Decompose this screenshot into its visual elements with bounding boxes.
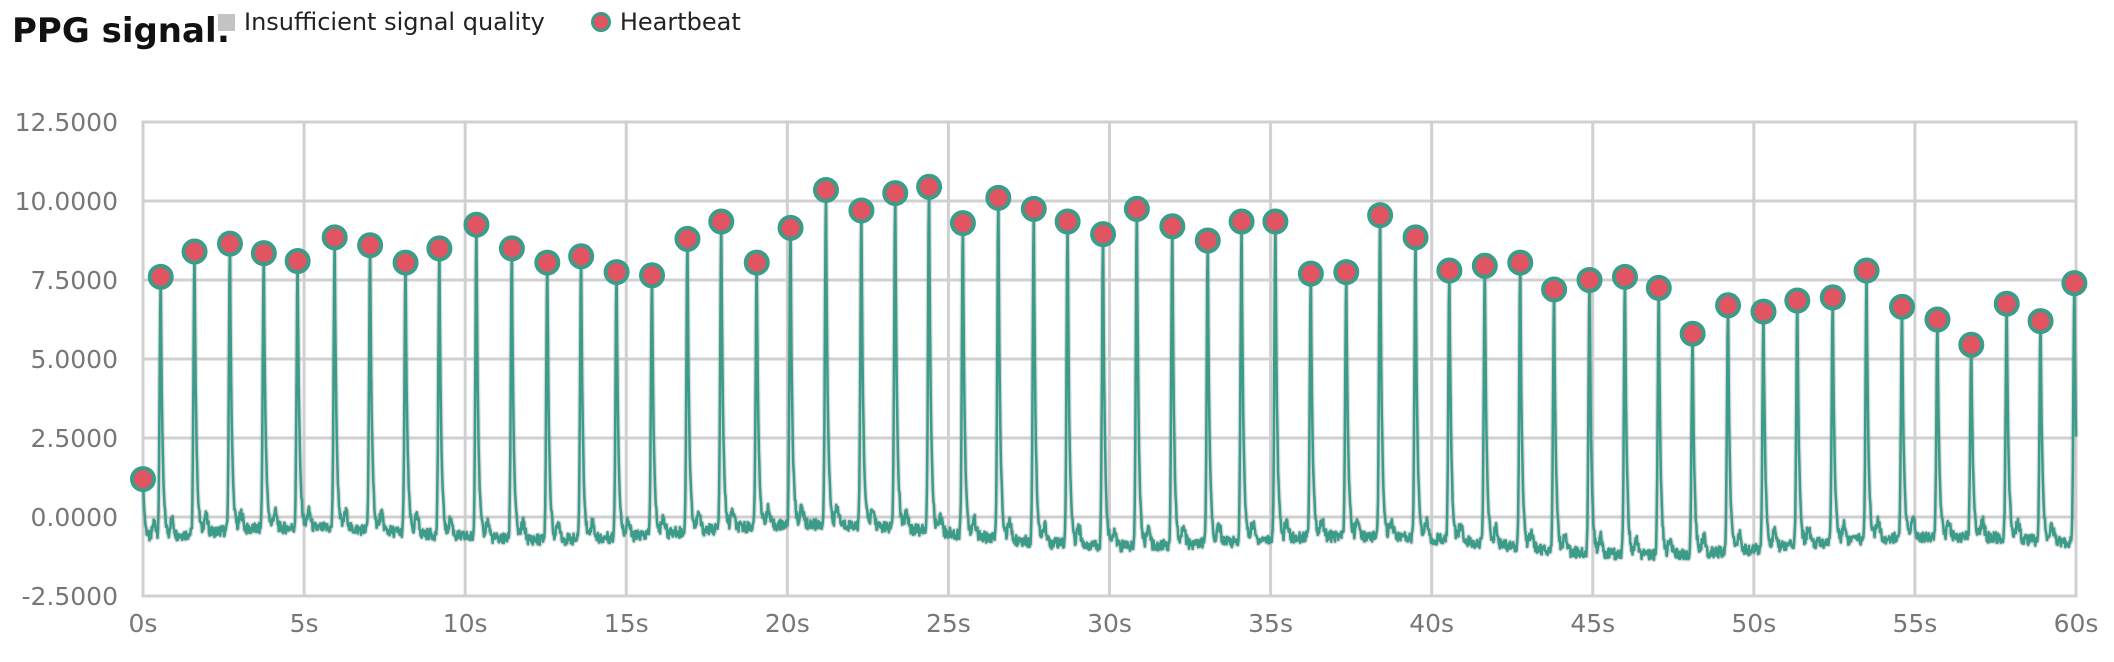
heartbeat-point <box>426 235 453 262</box>
heartbeat-point <box>1297 260 1324 287</box>
heartbeat-point <box>1541 276 1568 303</box>
heartbeat-marker-icon <box>590 12 611 32</box>
heartbeat-point <box>916 173 943 200</box>
axis-layer: 0s 5s 10s 15s 20s 25s 30s 35s 40s 45s 50s 55s 60s 12.… <box>15 108 2099 638</box>
x-tick-label: 0s <box>129 609 158 638</box>
y-tick-label: 5.0000 <box>31 345 118 374</box>
heartbeat-point <box>1194 227 1221 254</box>
heartbeat-point <box>1402 224 1429 251</box>
y-tick-label: 2.5000 <box>31 424 118 453</box>
heartbeat-point <box>181 238 208 265</box>
heartbeat-point <box>568 243 595 270</box>
x-tick-label: 10s <box>443 609 488 638</box>
x-tick-label: 30s <box>1087 609 1132 638</box>
y-tick-label: -2.5000 <box>22 582 119 611</box>
legend: Insufficient signal quality Heartbeat <box>218 8 787 36</box>
heartbeat-point <box>1262 208 1289 235</box>
heartbeat-point <box>777 214 804 241</box>
heartbeat-point <box>1333 259 1360 286</box>
grid-layer <box>141 120 2078 598</box>
x-tick-label: 60s <box>2054 609 2099 638</box>
heartbeat-point <box>1784 287 1811 314</box>
heartbeat-point <box>985 184 1012 211</box>
heartbeat-point <box>1576 267 1603 293</box>
x-tick-label: 55s <box>1892 609 1937 638</box>
heartbeat-point <box>848 197 875 224</box>
x-tick-label: 45s <box>1570 609 1615 638</box>
heartbeat-point <box>882 180 909 207</box>
heartbeat-point <box>216 230 243 257</box>
heartbeat-markers <box>130 173 2088 493</box>
heartbeat-point <box>1993 290 2020 317</box>
legend-label-heartbeat: Heartbeat <box>619 8 741 36</box>
heartbeat-point <box>1471 252 1498 279</box>
x-tick-label: 15s <box>604 609 649 638</box>
y-tick-label: 7.5000 <box>31 266 118 295</box>
heartbeat-point <box>1159 213 1186 240</box>
heartbeat-point <box>1750 298 1777 325</box>
heartbeat-point <box>463 211 490 238</box>
heartbeat-point <box>812 176 839 203</box>
heartbeat-point <box>1436 257 1463 284</box>
x-tick-label: 40s <box>1409 609 1454 638</box>
x-tick-label: 20s <box>765 609 810 638</box>
legend-item-insufficient[interactable]: Insufficient signal quality <box>218 8 545 36</box>
heartbeat-point <box>1715 292 1742 319</box>
heartbeat-point <box>534 249 561 276</box>
insufficient-swatch-icon <box>218 13 235 31</box>
heartbeat-point <box>1645 274 1672 301</box>
chart-title: PPG signal: <box>12 11 231 51</box>
heartbeat-point <box>147 263 174 290</box>
heartbeat-point <box>1958 331 1985 358</box>
y-tick-label: 12.5000 <box>15 108 118 137</box>
heartbeat-point <box>2027 308 2054 335</box>
heartbeat-point <box>250 240 277 267</box>
y-tick-label: 10.0000 <box>15 187 118 216</box>
heartbeat-point <box>674 225 701 252</box>
heartbeat-point <box>1367 202 1394 229</box>
heartbeat-point <box>949 210 976 237</box>
heartbeat-point <box>743 249 770 276</box>
heartbeat-point <box>1889 293 1916 320</box>
heartbeat-point <box>2061 270 2088 297</box>
x-tick-label: 25s <box>926 609 971 638</box>
heartbeat-point <box>1123 195 1150 222</box>
y-tick-label: 0.0000 <box>31 503 118 532</box>
heartbeat-point <box>392 249 419 276</box>
heartbeat-point <box>321 224 348 251</box>
legend-label-insufficient: Insufficient signal quality <box>244 8 545 36</box>
x-tick-label: 5s <box>290 609 319 638</box>
heartbeat-point <box>1054 208 1081 235</box>
heartbeat-point <box>639 262 666 289</box>
heartbeat-point <box>130 466 156 493</box>
x-tick-label: 50s <box>1731 609 1776 638</box>
heartbeat-point <box>708 208 735 235</box>
heartbeat-point <box>1819 284 1846 311</box>
heartbeat-point <box>1611 263 1638 290</box>
heartbeat-point <box>1924 306 1951 333</box>
heartbeat-point <box>284 248 311 275</box>
signal-layer <box>140 184 2079 563</box>
heartbeat-point <box>1853 257 1880 284</box>
x-tick-label: 35s <box>1248 609 1293 638</box>
heartbeat-point <box>498 235 525 262</box>
heartbeat-point <box>1507 249 1534 276</box>
legend-item-heartbeat[interactable]: Heartbeat <box>590 8 741 36</box>
heartbeat-point <box>1228 208 1255 235</box>
heartbeat-point <box>357 232 384 259</box>
heartbeat-point <box>1679 320 1706 347</box>
ppg-signal-line <box>141 185 2078 561</box>
heartbeat-point <box>1020 195 1047 222</box>
heartbeat-point <box>603 259 630 286</box>
heartbeat-point <box>1090 221 1117 248</box>
